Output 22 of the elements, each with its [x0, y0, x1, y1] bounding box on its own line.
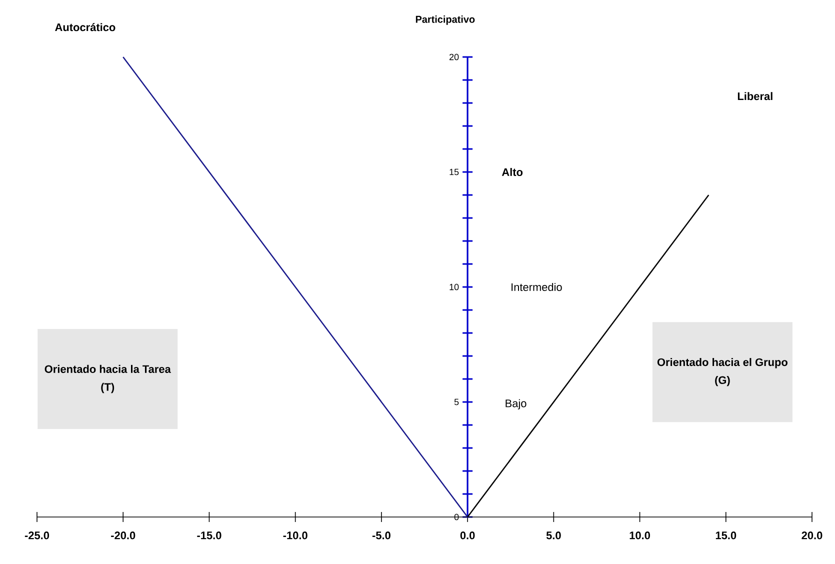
- annotation: Intermedio: [512, 282, 562, 292]
- x-tick-label: -10.0: [283, 532, 308, 540]
- x-tick-label: 15.0: [716, 532, 736, 540]
- x-tick-label: -20.0: [111, 532, 136, 540]
- text: Autocrático: [55, 23, 116, 32]
- annotation: Orientado hacia la Tarea (T): [44, 364, 171, 394]
- y-tick-label: 5: [454, 398, 459, 406]
- annotation: Alto: [502, 168, 523, 176]
- x-tick-label: 0.0: [460, 532, 475, 540]
- y-axis-title: Participativo: [416, 16, 475, 25]
- annotation: Liberal: [738, 92, 772, 100]
- annotation: Orientado hacia el Grupo (G): [657, 358, 788, 386]
- x-tick-label: 10.0: [630, 532, 650, 540]
- x-tick-label: -25.0: [24, 532, 50, 540]
- x-tick-label: -15.0: [197, 532, 222, 540]
- y-tick-label: 15: [450, 168, 459, 176]
- y-tick-label: 20: [450, 54, 459, 60]
- y-tick-label: 10: [450, 284, 459, 290]
- x-tick-label: 5.0: [546, 532, 561, 540]
- annotation: Bajo: [506, 399, 526, 410]
- x-tick-label: -5.0: [372, 532, 390, 540]
- x-tick-label: 20.0: [802, 532, 822, 540]
